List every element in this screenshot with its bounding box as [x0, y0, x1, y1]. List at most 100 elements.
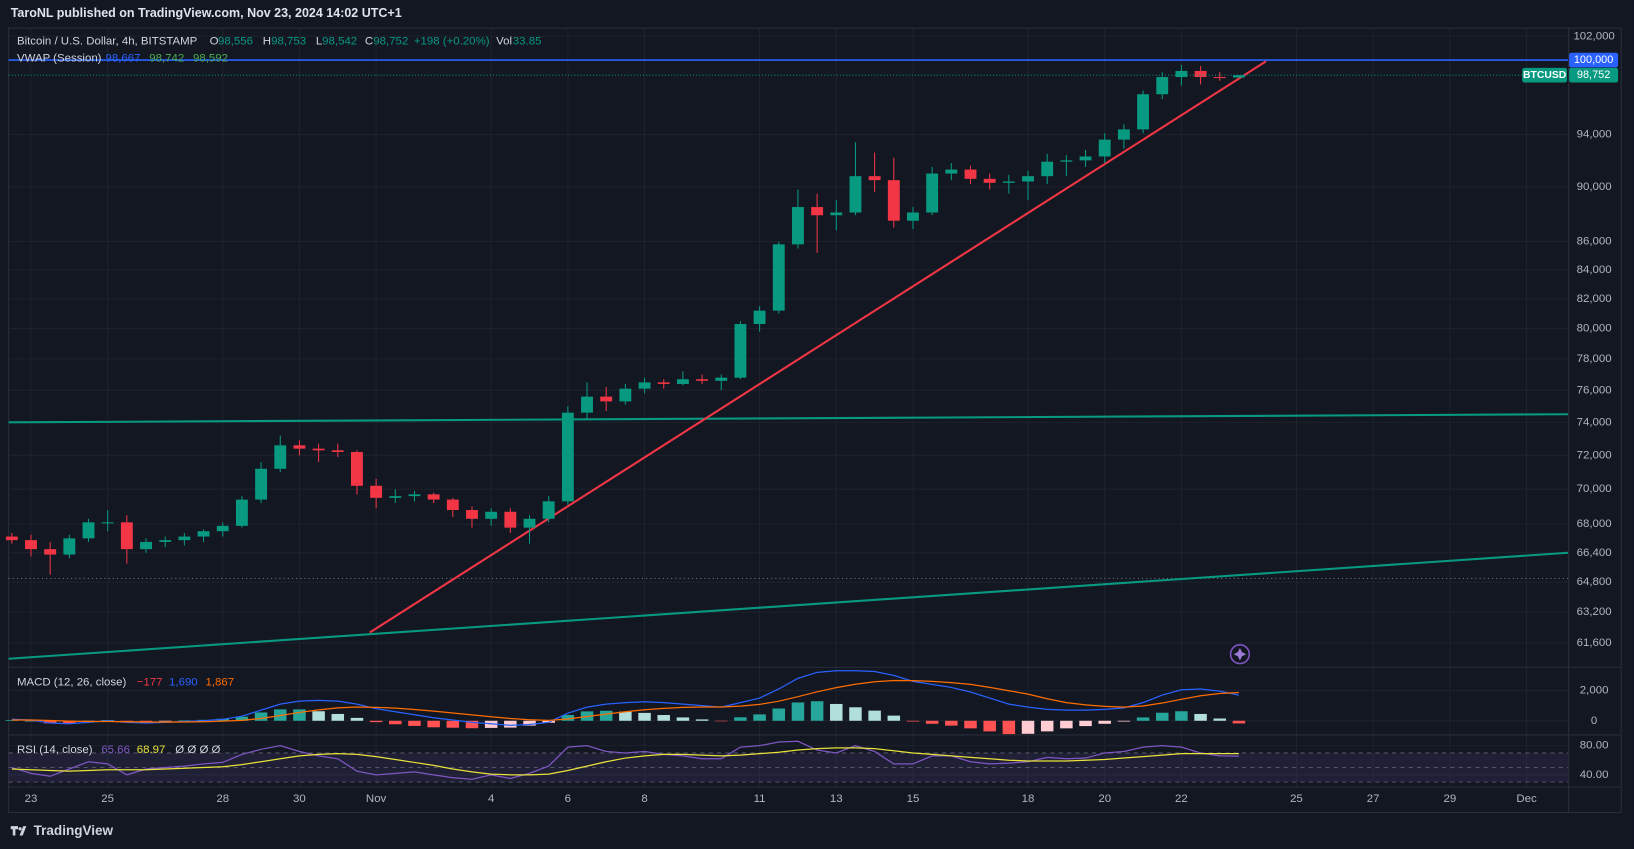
y-tick-label: 102,000	[1573, 30, 1614, 42]
candle-body	[159, 540, 172, 542]
x-tick-label: 15	[907, 793, 920, 805]
macd-title: MACD (12, 26, close)	[17, 676, 127, 688]
plots	[5, 29, 1569, 787]
histogram-bar	[350, 717, 364, 721]
x-tick-label: 22	[1175, 793, 1188, 805]
candle-body	[274, 445, 287, 469]
ohlc-label: L	[316, 36, 322, 48]
ohlc-value: 98,753	[271, 36, 306, 48]
candle-body	[235, 499, 248, 526]
histogram-bar	[1021, 720, 1035, 734]
histogram-bar	[906, 720, 920, 722]
histogram-bar	[178, 720, 191, 721]
ohlc-value: 98,752	[373, 36, 408, 48]
candle-body	[1117, 129, 1130, 140]
candle-body	[1002, 181, 1015, 183]
indicator-value: 98,742	[149, 52, 184, 64]
candle-body	[561, 412, 574, 502]
symbol-label: BTCUSD	[1523, 70, 1567, 81]
alert-icon[interactable]	[1229, 644, 1251, 665]
histogram-bar	[1213, 718, 1227, 721]
indicator-line	[11, 670, 1240, 726]
indicator-value: 98,592	[193, 52, 228, 64]
x-tick-label: 18	[1022, 793, 1035, 805]
ohlc-value: 98,556	[218, 36, 253, 48]
candle-body	[1041, 161, 1054, 177]
candle-body	[811, 207, 824, 216]
change-value: +198 (+0.20%)	[414, 36, 490, 48]
y-tick-label: 61,600	[1577, 637, 1612, 649]
volume-value: 33.85	[513, 36, 542, 48]
histogram-bar	[1136, 717, 1150, 721]
histogram-bar	[734, 717, 747, 721]
candle-body	[408, 494, 421, 497]
histogram-bar	[810, 701, 824, 721]
x-tick-label: 29	[1443, 793, 1456, 805]
indicator-value: 98,667	[106, 52, 141, 64]
trend-line	[8, 551, 1569, 660]
x-tick-label: 20	[1098, 793, 1111, 805]
ohlc-label: O	[210, 36, 219, 48]
candle-body	[5, 536, 18, 541]
candle-body	[197, 531, 210, 537]
histogram-bar	[293, 709, 306, 721]
histogram-bar	[427, 720, 440, 728]
histogram-bar	[830, 703, 843, 721]
candle-body	[542, 501, 555, 519]
candle-body	[1232, 75, 1245, 78]
candle-body	[1156, 77, 1169, 95]
histogram-bar	[983, 720, 996, 732]
y-tick-label: 80,000	[1577, 323, 1612, 335]
candle-body	[351, 451, 363, 486]
macd-value: 1,690	[169, 676, 198, 688]
trend-line	[8, 413, 1569, 424]
indicator-line	[11, 740, 1239, 780]
candle-body	[485, 511, 498, 519]
histogram-bar	[772, 708, 786, 721]
histogram-bar	[695, 719, 709, 721]
y-tick-label: 84,000	[1577, 264, 1612, 276]
histogram-bar	[389, 720, 402, 725]
candle-body	[1194, 70, 1207, 78]
histogram-bar	[1117, 720, 1131, 722]
candle-body	[523, 518, 536, 528]
candle-body	[101, 522, 114, 524]
y-tick-label: 74,000	[1577, 416, 1612, 428]
candle-body	[907, 212, 919, 221]
y-tick-label: 40.00	[1580, 769, 1609, 781]
histogram-bar	[1175, 711, 1188, 721]
symbol-box	[1522, 67, 1568, 83]
histogram-bar	[369, 720, 383, 723]
candle-body	[178, 536, 191, 541]
x-tick-label: 11	[754, 793, 766, 805]
candle-body	[140, 541, 152, 550]
histogram-bar	[235, 716, 249, 721]
y-tick-label: 0	[1591, 715, 1597, 727]
candle-body	[370, 485, 383, 498]
y-tick-label: 2,000	[1580, 685, 1609, 697]
candle-body	[772, 244, 785, 311]
histogram-bar	[1194, 713, 1207, 721]
candle-body	[427, 494, 440, 500]
y-tick-label: 94,000	[1577, 129, 1612, 141]
y-tick-label: 82,000	[1577, 293, 1612, 305]
last-price-label: 98,752	[1577, 69, 1610, 81]
publish-info: TaroNL published on TradingView.com, Nov…	[11, 6, 402, 20]
histogram-bar	[139, 720, 153, 722]
candle-body	[868, 176, 881, 181]
candle-body	[926, 173, 939, 213]
candle-body	[657, 382, 670, 384]
histogram-bar	[43, 720, 57, 724]
histogram-bar	[638, 712, 651, 721]
histogram-bar	[158, 720, 172, 722]
candle-body	[1060, 160, 1073, 162]
histogram-bar	[523, 720, 536, 726]
candle-body	[945, 169, 958, 174]
histogram-bar	[619, 711, 632, 721]
histogram-bar	[676, 717, 690, 721]
macd-value: −177	[137, 676, 163, 688]
candle-body	[753, 310, 766, 325]
histogram-bar	[925, 720, 939, 724]
y-tick-label: 66,400	[1577, 547, 1612, 559]
